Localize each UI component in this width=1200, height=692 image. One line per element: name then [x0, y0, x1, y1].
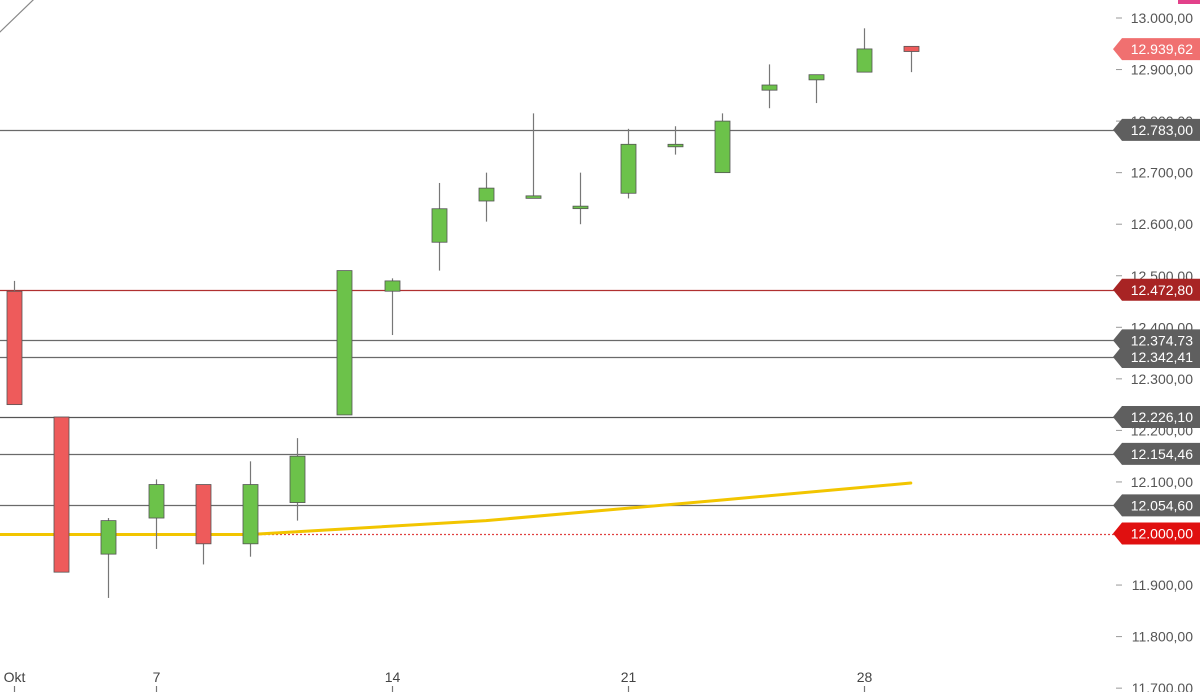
y-tick-label: 13.000,00	[1131, 10, 1193, 26]
last-price-tag-label: 12.939,62	[1131, 41, 1193, 57]
price-tag-1-bg	[1113, 278, 1200, 301]
candles-layer	[6, 28, 920, 598]
candle-17	[808, 74, 825, 104]
horizontal-lines-layer	[0, 129, 1114, 536]
price-tag-5-bg	[1113, 442, 1200, 465]
candle-body	[572, 205, 589, 210]
candle-body	[478, 187, 495, 202]
price-tag-4-bg	[1113, 405, 1200, 428]
candle-6	[289, 438, 306, 521]
candle-19	[903, 45, 920, 73]
price-tag-1-label: 12.472,80	[1131, 282, 1193, 298]
candle-9	[431, 182, 448, 271]
candle-18	[856, 28, 873, 73]
candle-body	[808, 74, 825, 81]
last-price-tag: 12.939,62	[1113, 38, 1200, 61]
candle-body	[667, 143, 684, 148]
price-tag-3-label: 12.342,41	[1131, 349, 1193, 365]
last-price-tag-bg	[1113, 38, 1200, 61]
price-tag-7: 12.000,00	[1113, 522, 1200, 545]
candle-body	[384, 280, 401, 292]
y-tick-label: 11.900,00	[1132, 577, 1193, 593]
price-tag-3-bg	[1113, 345, 1200, 368]
candle-2	[100, 518, 117, 598]
y-tick-label: 12.300,00	[1131, 371, 1193, 387]
candle-body	[620, 143, 637, 194]
price-tag-7-bg	[1113, 522, 1200, 545]
candle-body	[714, 120, 731, 174]
price-tag-2-label: 12.374,73	[1131, 332, 1193, 348]
candle-body	[148, 484, 165, 519]
candle-body	[431, 208, 448, 243]
candle-body	[100, 520, 117, 555]
x-tick-label: 21	[621, 669, 637, 685]
candle-7	[336, 270, 353, 416]
candle-10	[478, 172, 495, 222]
candle-body	[525, 195, 542, 199]
candle-body	[903, 45, 920, 52]
x-tick-label: 28	[857, 669, 873, 685]
candle-1	[53, 416, 70, 573]
candle-body	[53, 416, 70, 573]
y-tick-label: 12.700,00	[1131, 165, 1193, 181]
x-axis: Okt 7 14 21 28	[4, 669, 873, 692]
price-tag-0-label: 12.783,00	[1131, 122, 1193, 138]
y-tick-label: 12.900,00	[1131, 62, 1193, 78]
candle-body	[6, 290, 23, 406]
candle-13	[620, 128, 637, 199]
candle-body	[336, 270, 353, 416]
x-tick-label: Okt	[4, 669, 26, 685]
y-tick-label: 11.700,00	[1132, 680, 1193, 692]
candle-3	[148, 479, 165, 549]
price-tag-6: 12.054,60	[1113, 494, 1200, 517]
price-tag-4-label: 12.226,10	[1131, 409, 1193, 425]
candle-body	[242, 484, 259, 545]
y-tick-label: 12.100,00	[1131, 474, 1193, 490]
candle-0	[6, 280, 23, 406]
candle-body	[761, 84, 778, 91]
price-tag-5: 12.154,46	[1113, 442, 1200, 465]
price-tag-4: 12.226,10	[1113, 405, 1200, 428]
trendline-layer	[0, 0, 34, 33]
candle-5	[242, 461, 259, 557]
x-tick-label: 14	[385, 669, 401, 685]
price-tag-0: 12.783,00	[1113, 118, 1200, 141]
x-tick-label: 7	[153, 669, 161, 685]
price-tag-1: 12.472,80	[1113, 278, 1200, 301]
candle-15	[714, 113, 731, 174]
price-tag-0-bg	[1113, 118, 1200, 141]
candle-11	[525, 113, 542, 199]
price-tag-7-label: 12.000,00	[1131, 526, 1193, 542]
candle-body	[195, 484, 212, 545]
candle-12	[572, 172, 589, 225]
candle-4	[195, 484, 212, 565]
moving-average-line	[0, 481, 913, 537]
price-tag-2-bg	[1113, 329, 1200, 352]
price-tag-5-label: 12.154,46	[1131, 446, 1193, 462]
price-tag-6-bg	[1113, 494, 1200, 517]
y-tick-label: 12.600,00	[1131, 216, 1193, 232]
price-tag-3: 12.342,41	[1113, 345, 1200, 368]
price-tag-2: 12.374,73	[1113, 329, 1200, 352]
candle-16	[761, 64, 778, 109]
moving-average-layer	[0, 481, 913, 537]
candle-body	[289, 455, 306, 503]
top-right-marker	[1178, 0, 1200, 4]
y-tick-label: 11.800,00	[1132, 629, 1193, 645]
trendline	[0, 0, 34, 33]
candle-body	[856, 48, 873, 73]
price-tag-6-label: 12.054,60	[1131, 497, 1193, 513]
candle-8	[384, 278, 401, 336]
candle-14	[667, 126, 684, 155]
